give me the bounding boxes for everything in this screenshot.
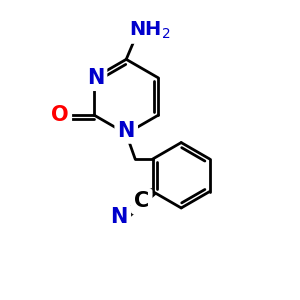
Text: O: O <box>51 105 69 125</box>
Text: N: N <box>87 68 104 88</box>
Text: C: C <box>134 191 149 211</box>
Text: NH$_2$: NH$_2$ <box>129 20 171 41</box>
Text: N: N <box>118 121 135 141</box>
Text: N: N <box>111 207 128 227</box>
